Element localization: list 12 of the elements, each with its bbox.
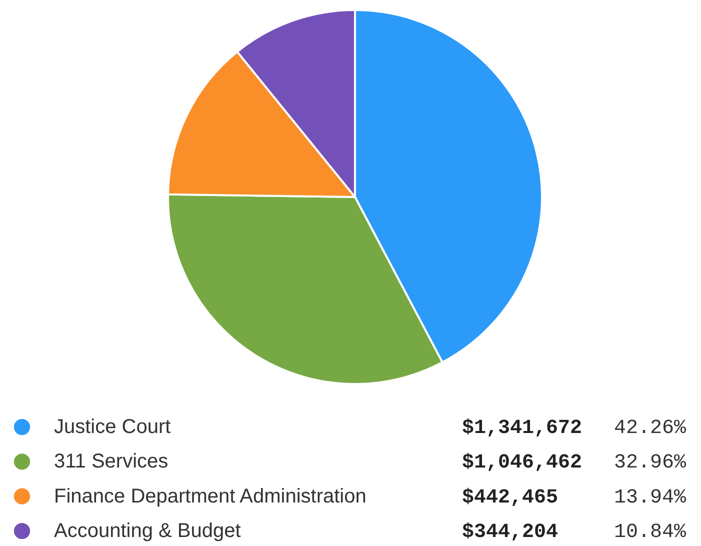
data-label: $344,204 [462, 521, 558, 544]
data-label: $1,046,462 [462, 452, 582, 475]
legend-label: Accounting & Budget [54, 520, 242, 542]
legend-label: 311 Services [54, 450, 168, 473]
text: 10.84% [614, 521, 688, 544]
legend-label: Finance Department Administration [54, 485, 366, 508]
legend-label: Justice Court [54, 416, 172, 438]
data-label: $1,341,672 [462, 417, 582, 440]
text: 42.26% [614, 417, 688, 440]
text: 32.96% [614, 452, 688, 475]
data-label: $442,465 [462, 486, 558, 510]
text: 13.94% [614, 486, 688, 510]
